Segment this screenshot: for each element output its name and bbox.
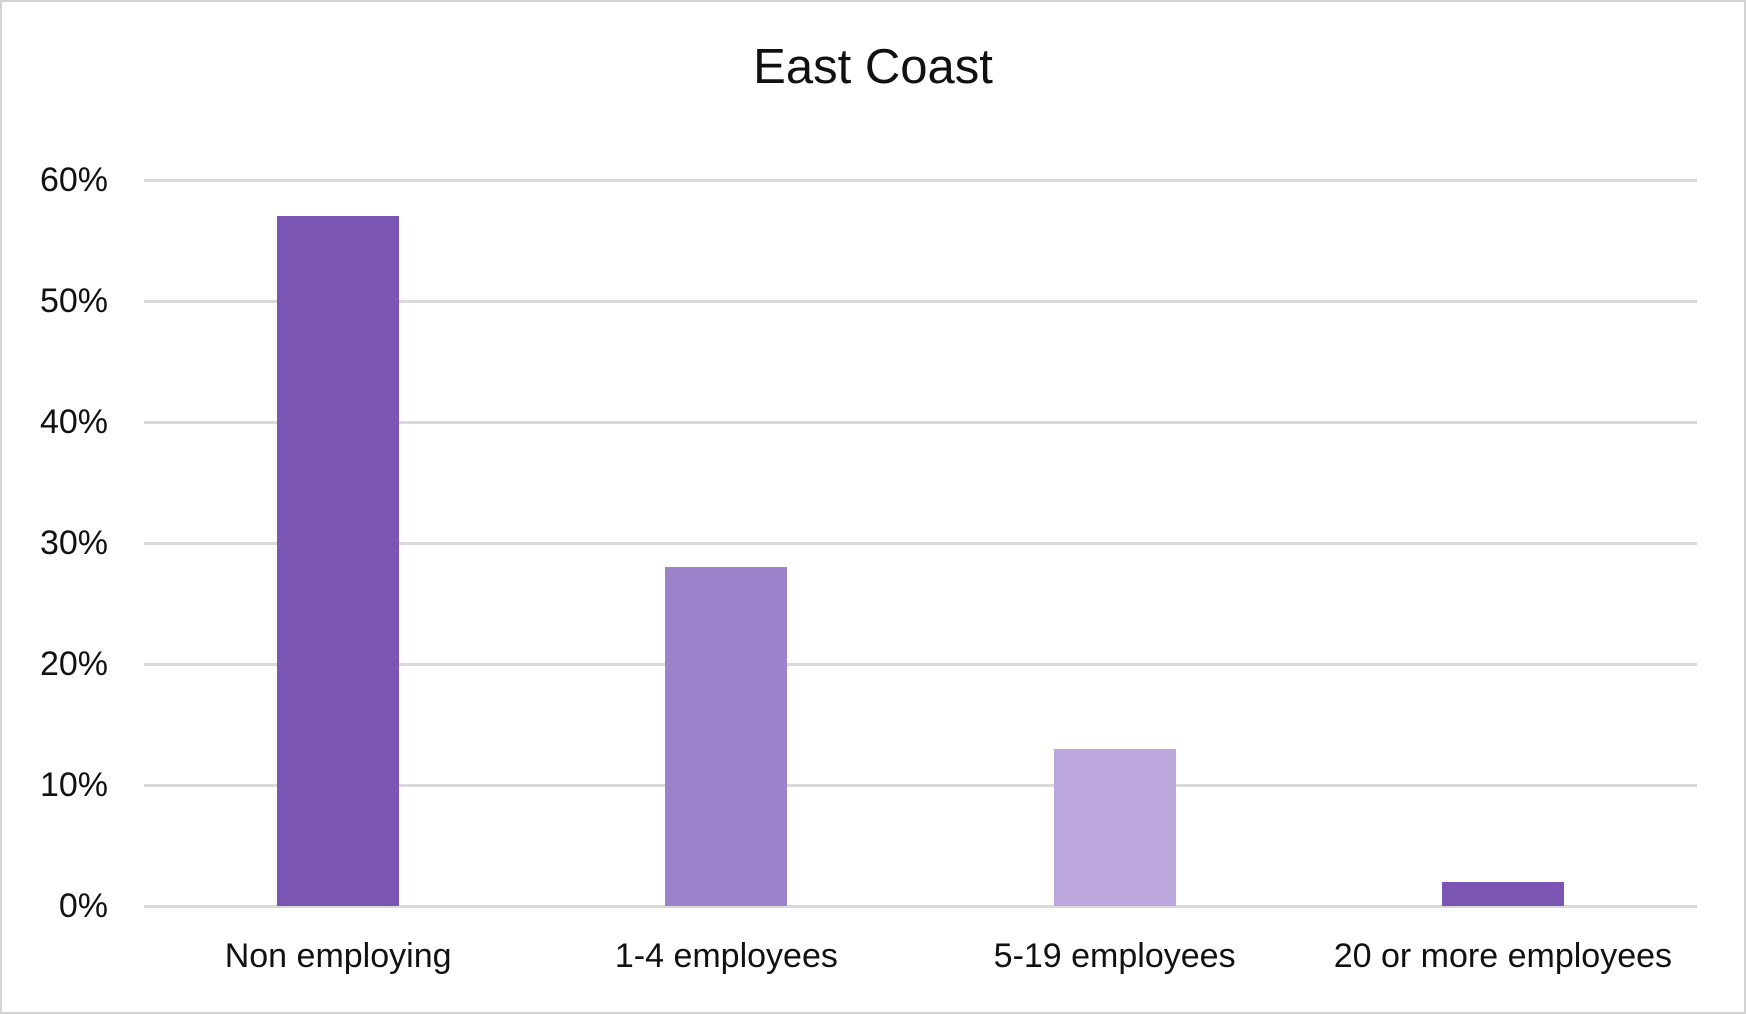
x-tick-label-1-4-employees: 1-4 employees [614,937,838,975]
x-tick-label-5-19-employees: 5-19 employees [993,937,1236,975]
chart-title: East Coast [753,40,993,94]
gridline-10 [144,783,1697,787]
gridline-60 [144,178,1697,182]
plot-area [144,178,1697,908]
gridline-40 [144,420,1697,424]
x-axis: Non employing 1-4 employees 5-19 employees… [144,934,1697,978]
bar-1-4-employees [665,567,788,906]
gridline-50 [144,299,1697,303]
x-tick-label-20-or-more-employees: 20 or more employees [1333,937,1673,975]
bar-5-19-employees [1053,748,1176,906]
bar-non-employing [277,216,400,906]
y-tick-label-60: 60% [39,161,108,199]
y-tick-label-20: 20% [39,645,108,683]
y-tick-label-40: 40% [39,403,108,441]
y-tick-label-0: 0% [58,887,108,925]
gridline-30 [144,541,1697,545]
y-tick-label-10: 10% [39,766,108,804]
y-tick-label-50: 50% [39,282,108,320]
y-tick-label-30: 30% [39,524,108,562]
x-tick-label-non-employing: Non employing [224,937,452,975]
gridline-0 [144,904,1697,908]
y-axis: 0% 10% 20% 30% 40% 50% 60% [2,161,108,925]
bar-20-or-more-employees [1441,881,1564,906]
gridline-20 [144,662,1697,666]
